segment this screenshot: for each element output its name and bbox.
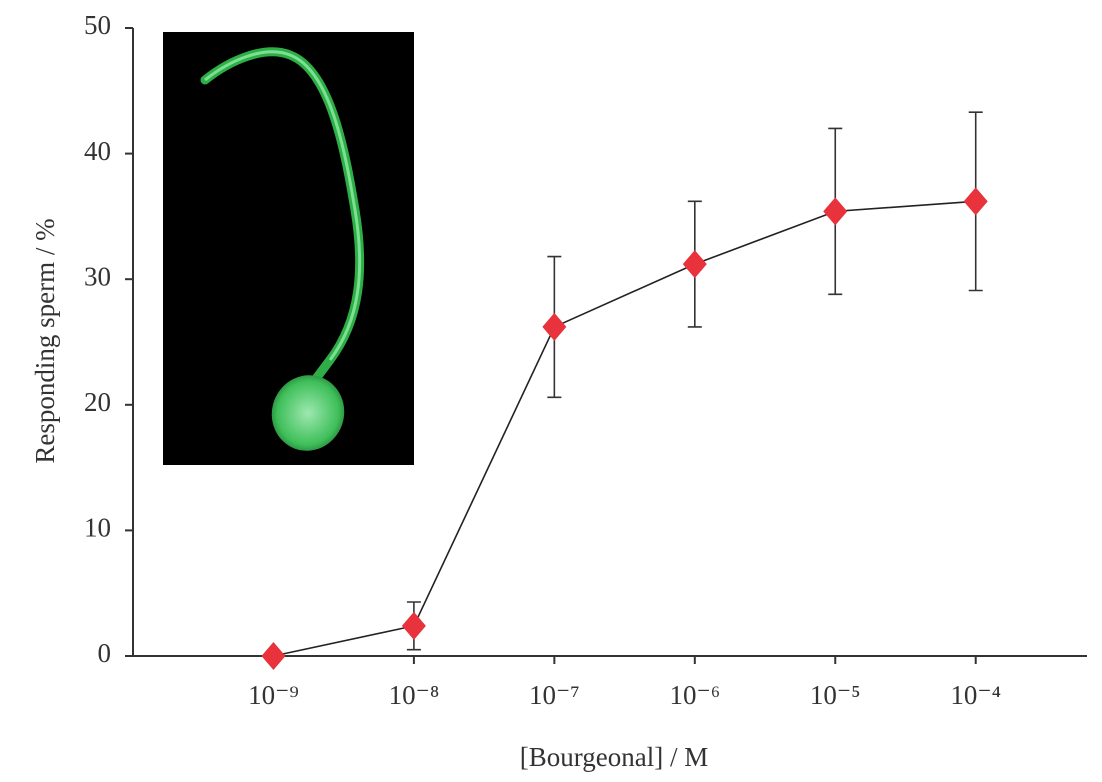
- marker: [682, 250, 707, 279]
- x-axis-title: [Bourgeonal] / M: [520, 742, 708, 772]
- series-line: [273, 200, 976, 657]
- marker: [823, 197, 848, 226]
- x-tick-label: 10⁻⁵: [810, 680, 861, 710]
- y-tick-label: 40: [84, 136, 111, 166]
- x-tick-label: 10⁻⁶: [669, 680, 720, 710]
- y-tick-label: 0: [98, 638, 112, 668]
- x-tick-label: 10⁻⁷: [529, 680, 580, 710]
- y-tick-label: 10: [84, 513, 111, 543]
- inset-image: [163, 32, 414, 465]
- x-tick-label: 10⁻⁹: [248, 680, 299, 710]
- marker: [401, 611, 426, 640]
- y-axis-title: Responding sperm / %: [30, 218, 60, 463]
- marker: [963, 187, 988, 216]
- y-tick-label: 50: [84, 10, 111, 40]
- marker: [261, 642, 286, 670]
- x-tick-label: 10⁻⁴: [950, 680, 1001, 710]
- y-tick-label: 20: [84, 387, 111, 417]
- marker: [542, 312, 567, 341]
- x-tick-label: 10⁻⁸: [389, 680, 440, 710]
- y-tick-label: 30: [84, 261, 111, 291]
